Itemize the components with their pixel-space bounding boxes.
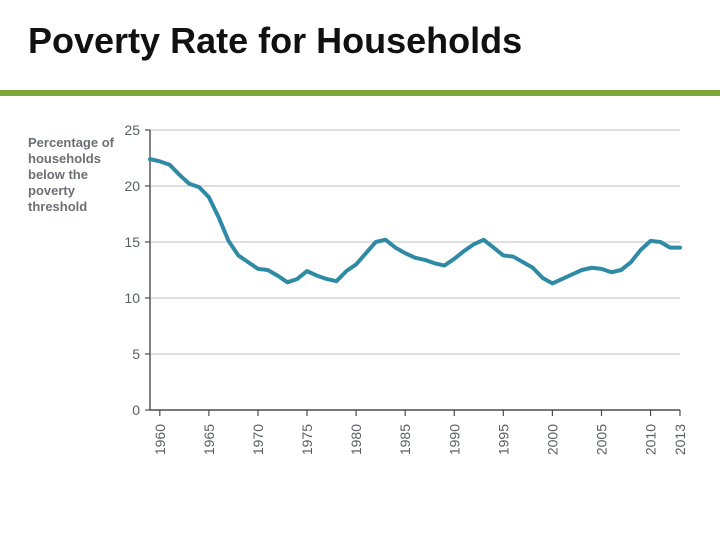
- svg-text:1975: 1975: [299, 424, 315, 455]
- svg-text:1960: 1960: [152, 424, 168, 455]
- svg-text:threshold: threshold: [28, 199, 87, 214]
- svg-text:2005: 2005: [593, 424, 609, 455]
- divider-bar: [0, 90, 720, 96]
- svg-text:10: 10: [124, 290, 140, 306]
- svg-text:Percentage of: Percentage of: [28, 135, 115, 150]
- svg-text:poverty: poverty: [28, 183, 76, 198]
- svg-text:1990: 1990: [446, 424, 462, 455]
- svg-text:2000: 2000: [544, 424, 560, 455]
- svg-text:15: 15: [124, 234, 140, 250]
- svg-text:1965: 1965: [201, 424, 217, 455]
- slide: Poverty Rate for Households 0 5 10 15 20 25 19…: [0, 0, 720, 540]
- chart-svg: 0 5 10 15 20 25 1960 1965 1970 1975 1980 1985 1990 19…: [20, 120, 700, 500]
- svg-text:20: 20: [124, 178, 140, 194]
- poverty-rate-chart: 0 5 10 15 20 25 1960 1965 1970 1975 1980 1985 1990 19…: [20, 120, 700, 500]
- page-title: Poverty Rate for Households: [28, 20, 522, 62]
- svg-text:25: 25: [124, 122, 140, 138]
- svg-text:5: 5: [132, 346, 140, 362]
- svg-text:1995: 1995: [495, 424, 511, 455]
- svg-text:households: households: [28, 151, 101, 166]
- svg-text:2013: 2013: [672, 424, 688, 455]
- svg-text:0: 0: [132, 402, 140, 418]
- svg-text:1970: 1970: [250, 424, 266, 455]
- svg-text:1985: 1985: [397, 424, 413, 455]
- svg-text:2010: 2010: [643, 424, 659, 455]
- svg-text:1980: 1980: [348, 424, 364, 455]
- svg-text:below the: below the: [28, 167, 88, 182]
